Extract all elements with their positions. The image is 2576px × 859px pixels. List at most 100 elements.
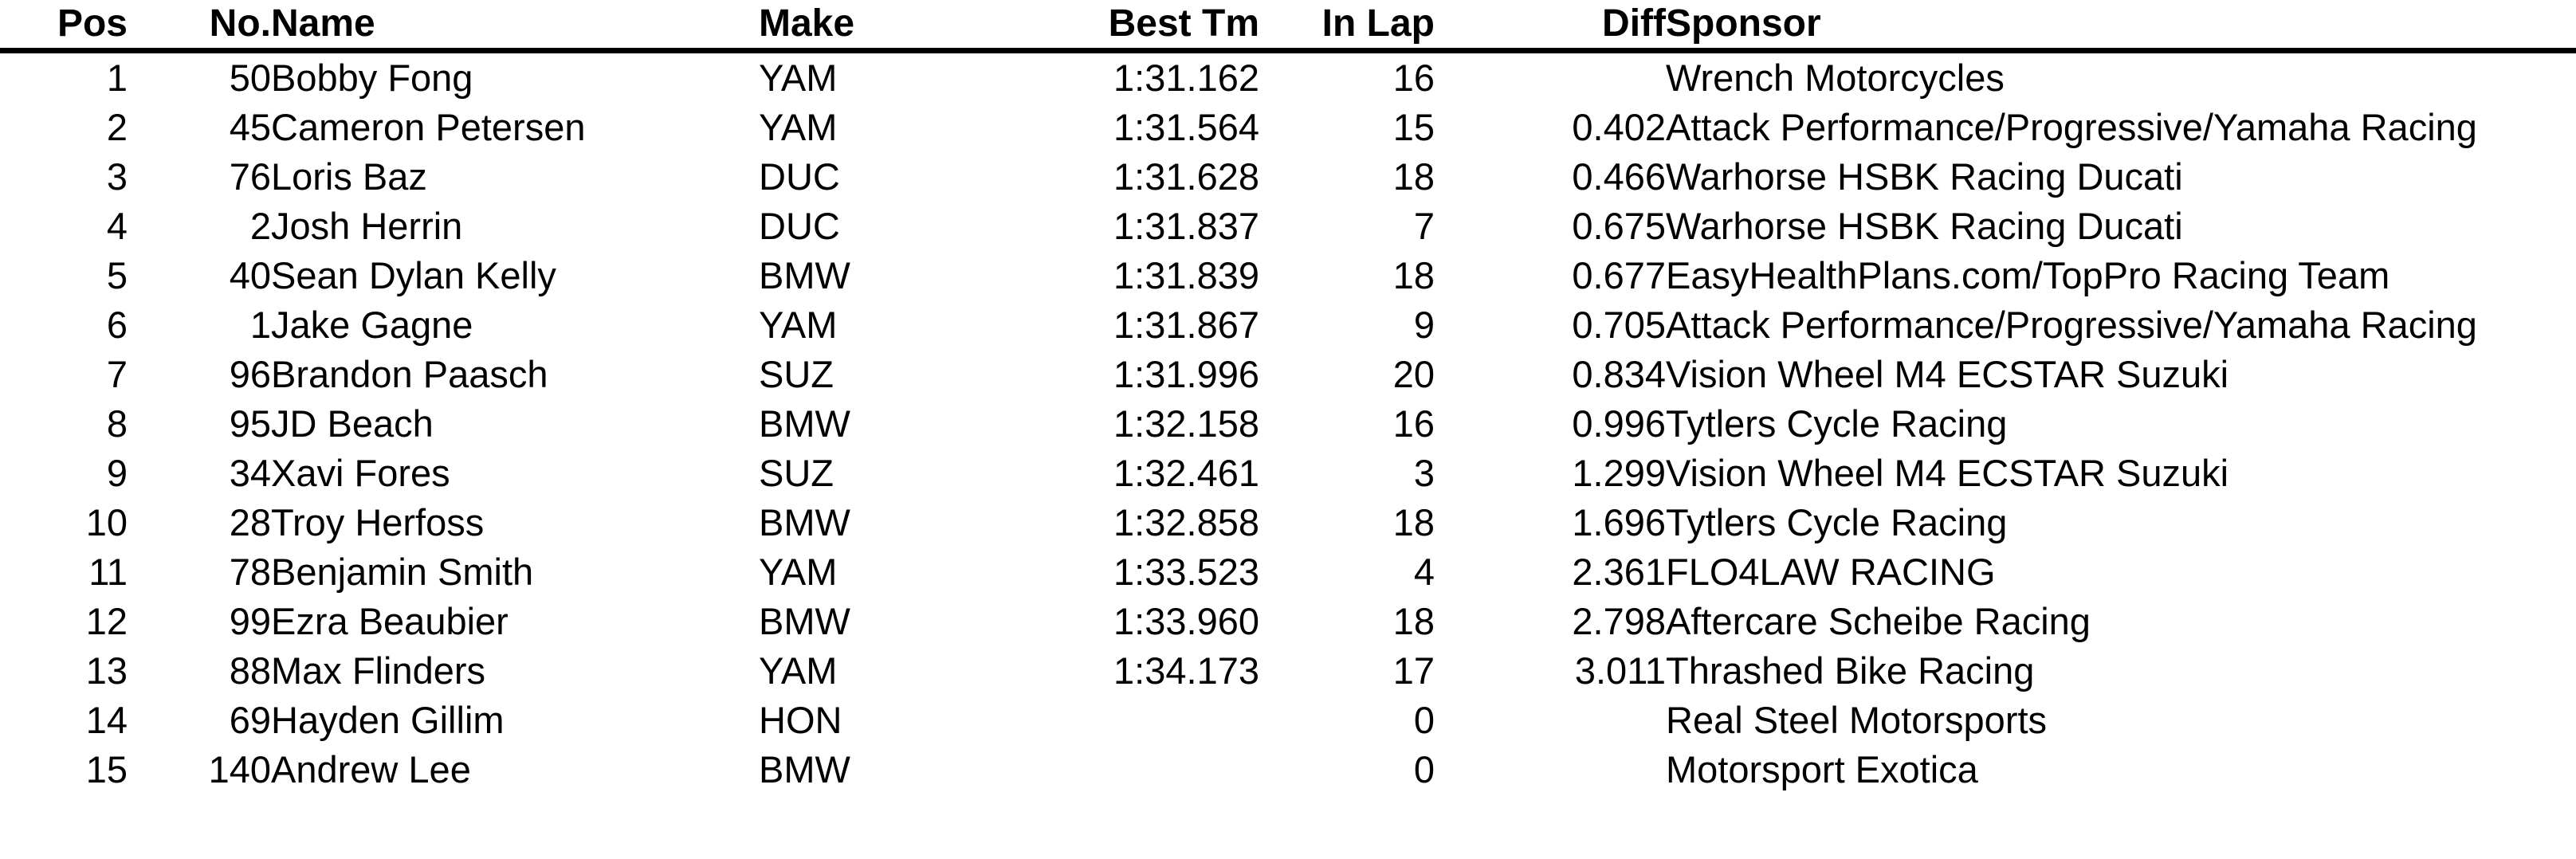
cell-sponsor: Warhorse HSBK Racing Ducati [1666,205,2183,247]
cell-best-tm: 1:31.564 [1113,106,1259,148]
table-row: 4 2 Josh Herrin DUC 1:31.837 7 0.675 War… [0,202,2576,251]
cell-name: Loris Baz [271,155,427,198]
cell-make: HON [759,699,842,741]
cell-name: Sean Dylan Kelly [271,254,556,296]
cell-pos: 7 [106,353,128,395]
cell-pos: 11 [88,551,128,593]
cell-make: SUZ [759,353,834,395]
cell-pos: 15 [85,748,128,790]
cell-best-tm: 1:33.523 [1113,551,1259,593]
cell-best-tm: 1:32.461 [1113,452,1259,494]
cell-diff: 0.677 [1572,254,1666,296]
table-row: 13 88 Max Flinders YAM 1:34.173 17 3.011… [0,646,2576,696]
cell-sponsor: Attack Performance/Progressive/Yamaha Ra… [1666,106,2477,148]
cell-sponsor: Vision Wheel M4 ECSTAR Suzuki [1666,353,2229,395]
cell-no: 45 [229,106,271,148]
cell-sponsor: Vision Wheel M4 ECSTAR Suzuki [1666,452,2229,494]
col-header-diff: Diff [1435,0,1666,53]
cell-diff: 2.361 [1572,551,1666,593]
table-row: 10 28 Troy Herfoss BMW 1:32.858 18 1.696… [0,498,2576,547]
cell-diff [1435,745,1666,794]
cell-no: 78 [229,551,271,593]
cell-in-lap: 7 [1413,205,1435,247]
cell-name: Ezra Beaubier [271,600,509,642]
cell-in-lap: 16 [1392,57,1435,99]
cell-in-lap: 0 [1413,748,1435,790]
cell-pos: 3 [106,155,128,198]
cell-make: SUZ [759,452,834,494]
cell-sponsor: Warhorse HSBK Racing Ducati [1666,155,2183,198]
col-header-pos: Pos [0,0,128,53]
cell-best-tm: 1:31.162 [1113,57,1259,99]
table-row: 6 1 Jake Gagne YAM 1:31.867 9 0.705 Atta… [0,300,2576,350]
cell-best-tm: 1:31.628 [1113,155,1259,198]
cell-diff [1435,696,1666,745]
cell-best-tm: 1:31.996 [1113,353,1259,395]
cell-make: YAM [759,106,838,148]
cell-name: Troy Herfoss [271,501,485,543]
col-header-best-tm: Best Tm [988,0,1259,53]
cell-in-lap: 18 [1392,254,1435,296]
cell-sponsor: Motorsport Exotica [1666,748,1978,790]
cell-no: 40 [229,254,271,296]
cell-pos: 4 [106,205,128,247]
cell-in-lap: 20 [1392,353,1435,395]
cell-make: BMW [759,254,850,296]
cell-no: 2 [249,205,271,247]
cell-pos: 9 [106,452,128,494]
cell-best-tm: 1:32.858 [1113,501,1259,543]
cell-best-tm: 1:33.960 [1113,600,1259,642]
cell-sponsor: Attack Performance/Progressive/Yamaha Ra… [1666,304,2477,346]
cell-diff: 0.675 [1572,205,1666,247]
cell-no: 96 [229,353,271,395]
cell-name: Andrew Lee [271,748,471,790]
cell-best-tm: 1:31.867 [1113,304,1259,346]
cell-diff: 0.996 [1572,402,1666,445]
cell-in-lap: 9 [1413,304,1435,346]
cell-in-lap: 18 [1392,155,1435,198]
cell-no: 1 [249,304,271,346]
cell-make: BMW [759,402,850,445]
table-header: Pos No. Name Make Best Tm In Lap Diff Sp… [0,0,2576,53]
results-table: Pos No. Name Make Best Tm In Lap Diff Sp… [0,0,2576,795]
cell-pos: 5 [106,254,128,296]
table-row: 1 50 Bobby Fong YAM 1:31.162 16 Wrench M… [0,51,2576,104]
cell-make: BMW [759,600,850,642]
cell-pos: 12 [85,600,128,642]
cell-make: DUC [759,205,840,247]
cell-no: 140 [208,748,271,790]
cell-name: Jake Gagne [271,304,473,346]
cell-best-tm: 1:31.839 [1113,254,1259,296]
table-row: 3 76 Loris Baz DUC 1:31.628 18 0.466 War… [0,152,2576,202]
cell-in-lap: 0 [1413,699,1435,741]
results-body: 1 50 Bobby Fong YAM 1:31.162 16 Wrench M… [0,51,2576,795]
cell-make: BMW [759,748,850,790]
cell-sponsor: Aftercare Scheibe Racing [1666,600,2091,642]
cell-pos: 2 [106,106,128,148]
cell-best-tm: 1:32.158 [1113,402,1259,445]
cell-pos: 13 [85,649,128,692]
cell-in-lap: 17 [1392,649,1435,692]
table-row: 8 95 JD Beach BMW 1:32.158 16 0.996 Tytl… [0,399,2576,449]
col-header-in-lap: In Lap [1259,0,1435,53]
cell-diff: 2.798 [1572,600,1666,642]
cell-in-lap: 16 [1392,402,1435,445]
col-header-no: No. [128,0,271,53]
cell-name: Brandon Paasch [271,353,548,395]
cell-name: Xavi Fores [271,452,450,494]
cell-best-tm [988,745,1259,794]
cell-make: YAM [759,57,838,99]
cell-make: DUC [759,155,840,198]
cell-name: Josh Herrin [271,205,463,247]
cell-best-tm: 1:34.173 [1113,649,1259,692]
cell-sponsor: Real Steel Motorsports [1666,699,2048,741]
cell-sponsor: Tytlers Cycle Racing [1666,402,2008,445]
cell-diff: 0.402 [1572,106,1666,148]
cell-pos: 6 [106,304,128,346]
cell-in-lap: 18 [1392,501,1435,543]
cell-sponsor: Thrashed Bike Racing [1666,649,2035,692]
col-header-name: Name [271,0,759,53]
cell-in-lap: 15 [1392,106,1435,148]
cell-make: YAM [759,304,838,346]
cell-name: Cameron Petersen [271,106,586,148]
